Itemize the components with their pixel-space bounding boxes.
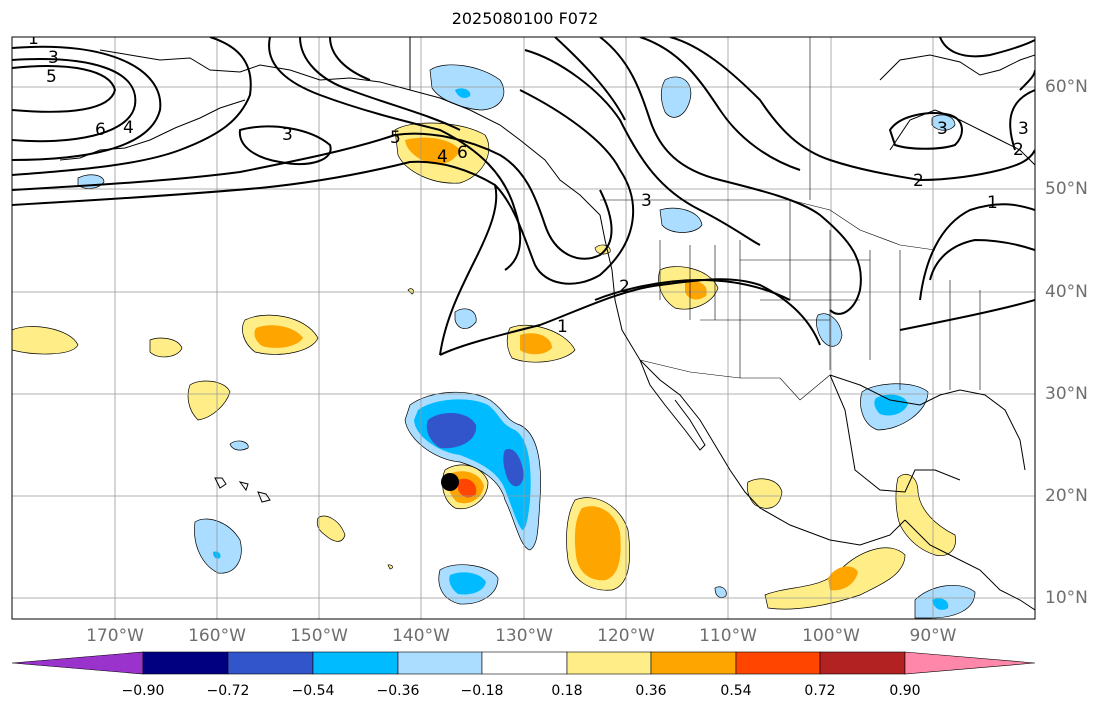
lon-label: 150°W: [290, 626, 348, 646]
lat-label: 10°N: [1045, 588, 1088, 608]
lon-label: 140°W: [392, 626, 450, 646]
contour-label: 1: [557, 317, 568, 337]
colorbar-bin: [312, 651, 399, 675]
shaded-anomaly-fields: [12, 64, 976, 619]
colorbar-bin: [819, 651, 906, 675]
colorbar-tick-label: −0.72: [206, 683, 250, 699]
map-frame: [11, 36, 1036, 620]
lon-label: 110°W: [699, 626, 757, 646]
colorbar-tick-label: 0.54: [720, 683, 752, 699]
lat-label: 50°N: [1045, 179, 1088, 199]
colorbar-tick-label: −0.54: [291, 683, 335, 699]
colorbar-bin: [227, 651, 314, 675]
contour-label: 4: [123, 118, 134, 138]
colorbar-tick-label: 0.90: [889, 683, 921, 699]
lon-label: 90°W: [909, 626, 957, 646]
contour-label: 3: [282, 125, 293, 145]
colorbar-bin: [142, 651, 229, 675]
contour-label: 3: [641, 191, 652, 211]
lat-label: 60°N: [1045, 77, 1088, 97]
lat-label: 30°N: [1045, 384, 1088, 404]
colorbar-tick-label: −0.36: [376, 683, 420, 699]
lat-label: 20°N: [1045, 486, 1088, 506]
lon-label: 170°W: [86, 626, 144, 646]
lon-label: 130°W: [495, 626, 553, 646]
contour-label: 3: [1018, 119, 1029, 139]
political-borders: [600, 37, 981, 401]
map-content: 3 5 6 4 3 5 4 6 3 2 1 2 1 3 3 2 1: [12, 29, 1035, 619]
lon-label: 120°W: [597, 626, 655, 646]
colorbar-bin: [650, 651, 737, 675]
colorbar-tick-label: 0.72: [804, 683, 836, 699]
contour-label: 5: [390, 128, 401, 148]
lon-label: 100°W: [802, 626, 860, 646]
colorbar-high-extend: [904, 651, 1036, 675]
contour-label: 3: [48, 48, 59, 68]
contour-label: 3: [937, 119, 948, 139]
coastlines: [59, 37, 1035, 611]
lon-label: 160°W: [188, 626, 246, 646]
contour-label: 6: [95, 120, 106, 140]
colorbar-tick-label: −0.18: [460, 683, 504, 699]
lat-label: 40°N: [1045, 282, 1088, 302]
height-contours: [12, 37, 1035, 356]
colorbar-tick-label: 0.36: [635, 683, 667, 699]
contour-label: 2: [913, 171, 924, 191]
colorbar-bin: [566, 651, 652, 675]
colorbar-bin: [481, 651, 568, 675]
gridlines: [12, 37, 1035, 619]
contour-label: 2: [1013, 140, 1024, 160]
contour-labels: 3 5 6 4 3 5 4 6 3 2 1 2 1 3 3 2 1: [28, 29, 1029, 337]
contour-label: 2: [619, 277, 630, 297]
contour-label: 6: [457, 143, 468, 163]
colorbar: [11, 651, 1036, 675]
colorbar-bin: [735, 651, 821, 675]
colorbar-bin: [397, 651, 483, 675]
contour-label: 5: [46, 67, 57, 87]
contour-label: 1: [28, 29, 39, 49]
storm-center-marker: [441, 473, 459, 491]
colorbar-tick-label: 0.18: [551, 683, 583, 699]
colorbar-low-extend: [11, 651, 144, 675]
colorbar-tick-label: −0.90: [121, 683, 165, 699]
contour-label: 4: [437, 147, 448, 167]
contour-label: 1: [987, 193, 998, 213]
map-title: 2025080100 F072: [451, 9, 599, 28]
